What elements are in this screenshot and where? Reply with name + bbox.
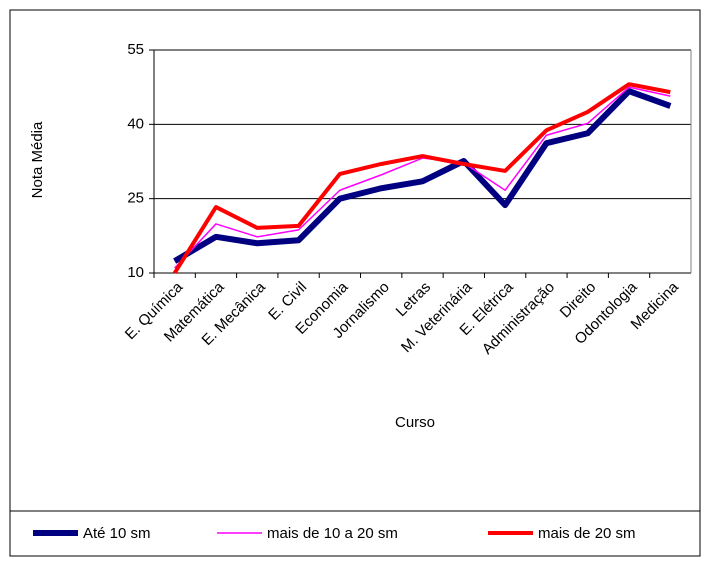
y-tick-label: 10 — [127, 264, 144, 281]
y-tick-label: 25 — [127, 190, 144, 207]
legend-frame — [9, 510, 701, 557]
y-axis-label: Nota Média — [29, 121, 46, 198]
chart-frame — [9, 9, 701, 557]
legend-label: Até 10 sm — [83, 525, 151, 542]
series-line — [173, 88, 672, 264]
series-line — [172, 82, 671, 275]
y-tick-label: 55 — [127, 41, 144, 58]
x-axis-label: Curso — [395, 414, 435, 431]
legend-label: mais de 20 sm — [538, 525, 636, 542]
legend-label: mais de 10 a 20 sm — [267, 525, 398, 542]
y-tick-label: 40 — [127, 115, 144, 132]
